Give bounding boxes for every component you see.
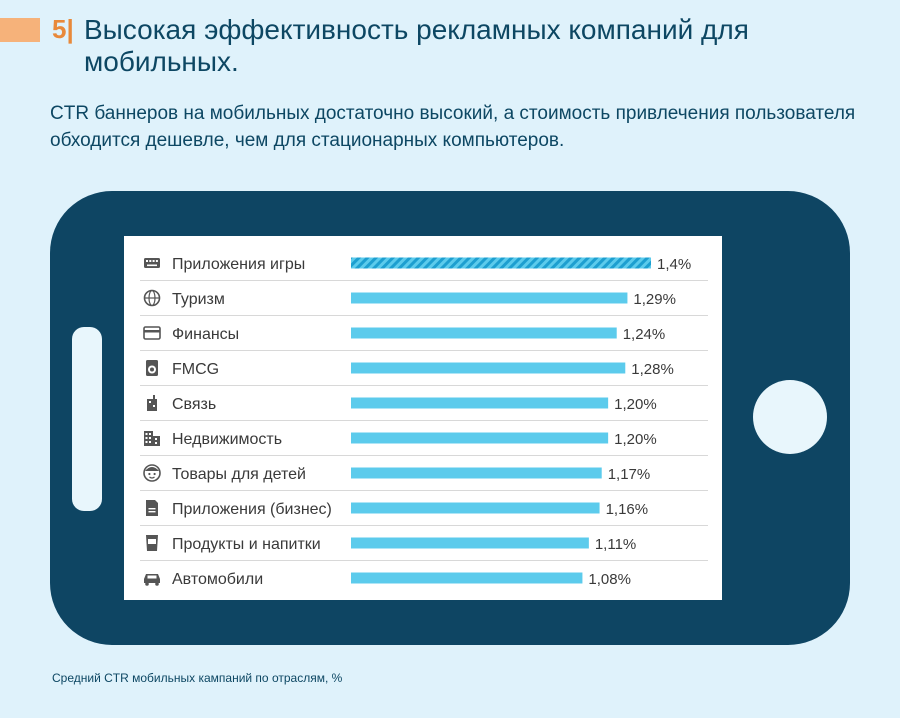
value-label: 1,11% <box>595 536 636 553</box>
chart-row: Товары для детей 1,17% <box>140 464 708 491</box>
car-icon <box>144 574 160 586</box>
credit-card-icon <box>143 326 161 340</box>
phone-screen: Приложения игры 1,4% Туризм 1,29% Финансы 1,2… <box>124 236 722 600</box>
category-label: Приложения (бизнес) <box>172 501 332 518</box>
category-label: Связь <box>172 396 216 413</box>
chart-row: Недвижимость 1,20% <box>140 431 708 456</box>
category-label: Недвижимость <box>172 431 282 448</box>
category-label: Автомобили <box>172 571 263 588</box>
chart-row: Связь 1,20% <box>140 395 708 421</box>
keyboard-icon <box>144 258 160 268</box>
value-label: 1,24% <box>623 326 666 343</box>
value-label: 1,08% <box>588 571 631 588</box>
page-title: Высокая эффективность рекламных компаний… <box>84 14 749 77</box>
bar <box>351 327 617 339</box>
chart-row: Приложения игры 1,4% <box>140 256 708 281</box>
value-label: 1,28% <box>631 361 674 378</box>
bar <box>351 397 609 409</box>
cup-icon <box>146 535 158 551</box>
category-label: Продукты и напитки <box>172 536 321 553</box>
value-label: 1,29% <box>633 291 676 308</box>
page-subtitle: CTR баннеров на мобильных достаточно выс… <box>50 103 856 151</box>
chart-row: Продукты и напитки 1,11% <box>140 535 708 561</box>
globe-icon <box>143 289 161 307</box>
category-label: Товары для детей <box>172 466 306 483</box>
ctr-bar-chart: Приложения игры 1,4% Туризм 1,29% Финансы 1,2… <box>140 256 708 588</box>
category-label: FMCG <box>172 361 219 378</box>
phone-home-button <box>753 380 827 454</box>
value-label: 1,20% <box>614 396 657 413</box>
chart-caption: Средний CTR мобильных кампаний по отрасл… <box>52 671 343 685</box>
bar <box>351 257 651 269</box>
chart-row: Приложения (бизнес) 1,16% <box>140 500 708 526</box>
bar <box>351 362 626 374</box>
child-face-icon <box>143 464 161 482</box>
section-accent-bar <box>0 18 40 42</box>
bar <box>351 292 628 304</box>
category-label: Туризм <box>172 291 225 308</box>
phone-speaker <box>72 327 102 511</box>
washing-machine-icon <box>146 360 158 376</box>
value-label: 1,16% <box>606 501 649 518</box>
value-label: 1,20% <box>614 431 657 448</box>
chart-row: FMCG 1,28% <box>140 360 708 386</box>
category-label: Приложения игры <box>172 256 305 273</box>
bar <box>351 502 600 514</box>
value-label: 1,4% <box>657 256 691 273</box>
apartment-building-icon <box>144 431 160 446</box>
building-signal-icon <box>147 395 157 411</box>
chart-row: Автомобили 1,08% <box>144 571 631 588</box>
section-number: 5| <box>52 14 74 44</box>
bar <box>351 432 609 444</box>
category-label: Финансы <box>172 326 239 343</box>
value-label: 1,17% <box>608 466 651 483</box>
chart-row: Финансы 1,24% <box>140 326 708 351</box>
document-icon <box>146 500 158 516</box>
bar <box>351 537 589 549</box>
bar <box>351 467 602 479</box>
bar <box>351 572 583 584</box>
chart-row: Туризм 1,29% <box>140 289 708 316</box>
